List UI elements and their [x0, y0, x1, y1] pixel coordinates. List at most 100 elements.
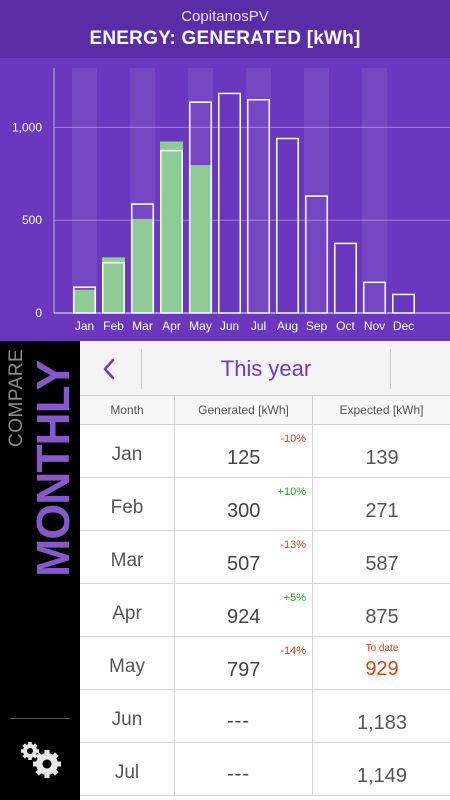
monthly-table-panel: This year Month Generated [kWh] Expected… [80, 341, 450, 800]
expected-bar-outline [218, 92, 241, 314]
generated-bar [160, 141, 183, 313]
expected-cell: 587 [312, 531, 450, 583]
gear-tooth [28, 756, 32, 760]
settings-button[interactable] [14, 736, 68, 782]
table-header: Month Generated [kWh] Expected [kWh] [80, 396, 450, 425]
gear-tooth [44, 773, 50, 778]
expected-bar-outline [131, 203, 154, 314]
expected-bar-outline [102, 261, 125, 314]
previous-period-button[interactable] [80, 349, 142, 389]
y-tick-label: 500 [22, 213, 42, 227]
gear-tooth [32, 743, 38, 749]
month-cell: Feb [110, 497, 144, 518]
generated-value: 797 [227, 659, 261, 681]
column-header-expected: Expected [kWh] [312, 396, 450, 424]
x-tick-label: Jul [251, 319, 266, 333]
expected-value: 875 [365, 606, 399, 628]
generated-bar [189, 165, 212, 313]
screen-title: ENERGY: GENERATED [kWh] [89, 28, 361, 49]
gear-tooth [33, 761, 38, 767]
table-row[interactable]: Feb 300 +10% 271 [80, 478, 450, 531]
deviation-badge: +5% [283, 592, 306, 604]
y-tick-label: 1,000 [12, 120, 42, 134]
expected-value: 139 [365, 447, 399, 469]
table-row[interactable]: Jun --- 1,183 [80, 690, 450, 743]
expected-value: 1,183 [356, 712, 408, 734]
x-tick-label: Aug [277, 319, 298, 333]
gear-tooth [44, 750, 50, 755]
table-row[interactable]: Mar 507 -13% 587 [80, 531, 450, 584]
x-tick-label: Nov [364, 319, 385, 333]
view-mode-selector[interactable]: COMPARE MONTHLY [0, 341, 80, 591]
y-tick-label: 0 [35, 306, 42, 320]
gear-tooth [28, 742, 32, 746]
generated-value: 125 [227, 447, 261, 469]
expected-bar-outline [334, 242, 357, 314]
generated-cell: 797 -14% [174, 637, 312, 689]
generated-value: 924 [227, 606, 261, 628]
x-tick-label: Dec [393, 319, 414, 333]
chart-svg: 0 500 1,000 Jan Feb Mar Apr May Jun Jul Aug Sep Oct N… [12, 68, 450, 333]
sidebar-divider [10, 718, 70, 719]
gear-tooth [22, 743, 28, 749]
expected-value: 929 [365, 658, 399, 680]
expected-cell: 139 [312, 425, 450, 477]
column-stripe [304, 68, 329, 313]
app-header: CopitanosPV ENERGY: GENERATED [kWh] [0, 0, 450, 58]
gear-tooth [56, 761, 61, 767]
gear-tooth [35, 749, 39, 753]
generated-cell: 300 +10% [174, 478, 312, 530]
period-nav: This year [80, 341, 450, 396]
app-name: CopitanosPV [181, 8, 269, 25]
month-cell: Jun [111, 709, 143, 730]
expected-cell: To date 929 [312, 637, 450, 689]
generated-bar [102, 257, 125, 313]
to-date-label: To date [365, 643, 399, 654]
generated-value: --- [227, 763, 250, 785]
x-tick-label: Oct [336, 319, 355, 333]
x-tick-label: Feb [103, 319, 124, 333]
generated-cell: --- [174, 743, 312, 795]
table-row[interactable]: May 797 -14% To date 929 [80, 637, 450, 690]
month-cell: Jul [114, 762, 140, 783]
column-stripe [362, 68, 387, 313]
expected-bar-outline [247, 98, 270, 314]
nav-divider [390, 349, 391, 389]
generated-bar [131, 218, 154, 313]
deviation-badge: -14% [280, 645, 306, 657]
month-cell: Mar [110, 550, 144, 571]
expected-bar-outline [392, 293, 415, 314]
expected-bar-outline [73, 286, 96, 314]
generated-value: --- [227, 710, 250, 732]
x-tick-label: May [189, 319, 212, 333]
column-stripe [246, 68, 271, 313]
gear-tooth [32, 753, 38, 759]
x-tick-label: Jun [220, 319, 239, 333]
gear-tooth [21, 749, 25, 753]
x-tick-label: Mar [132, 319, 153, 333]
expected-bar-outline [363, 281, 386, 314]
generated-cell: 125 -10% [174, 425, 312, 477]
x-tick-label: Apr [162, 319, 181, 333]
gear-icon [21, 742, 61, 778]
deviation-badge: -13% [280, 539, 306, 551]
table-row[interactable]: Jan 125 -10% 139 [80, 425, 450, 478]
period-mode-label: MONTHLY [27, 360, 79, 577]
month-cell: Jan [111, 444, 143, 465]
expected-value: 271 [365, 500, 399, 522]
period-title[interactable]: This year [220, 356, 312, 381]
month-cell: Apr [112, 603, 142, 624]
column-header-generated: Generated [kWh] [174, 396, 312, 424]
expected-bar-outline [305, 195, 328, 314]
column-header-month: Month [110, 403, 144, 417]
compare-label: COMPARE [6, 348, 27, 447]
month-cell: May [109, 656, 145, 677]
generated-cell: 507 -13% [174, 531, 312, 583]
table-row[interactable]: Jul --- 1,149 [80, 743, 450, 796]
generated-cell: --- [174, 690, 312, 742]
sidebar: COMPARE MONTHLY [0, 341, 80, 800]
chevron-left-icon [103, 358, 115, 380]
table-row[interactable]: Apr 924 +5% 875 [80, 584, 450, 637]
deviation-badge: +10% [277, 486, 306, 498]
deviation-badge: -10% [280, 433, 306, 445]
